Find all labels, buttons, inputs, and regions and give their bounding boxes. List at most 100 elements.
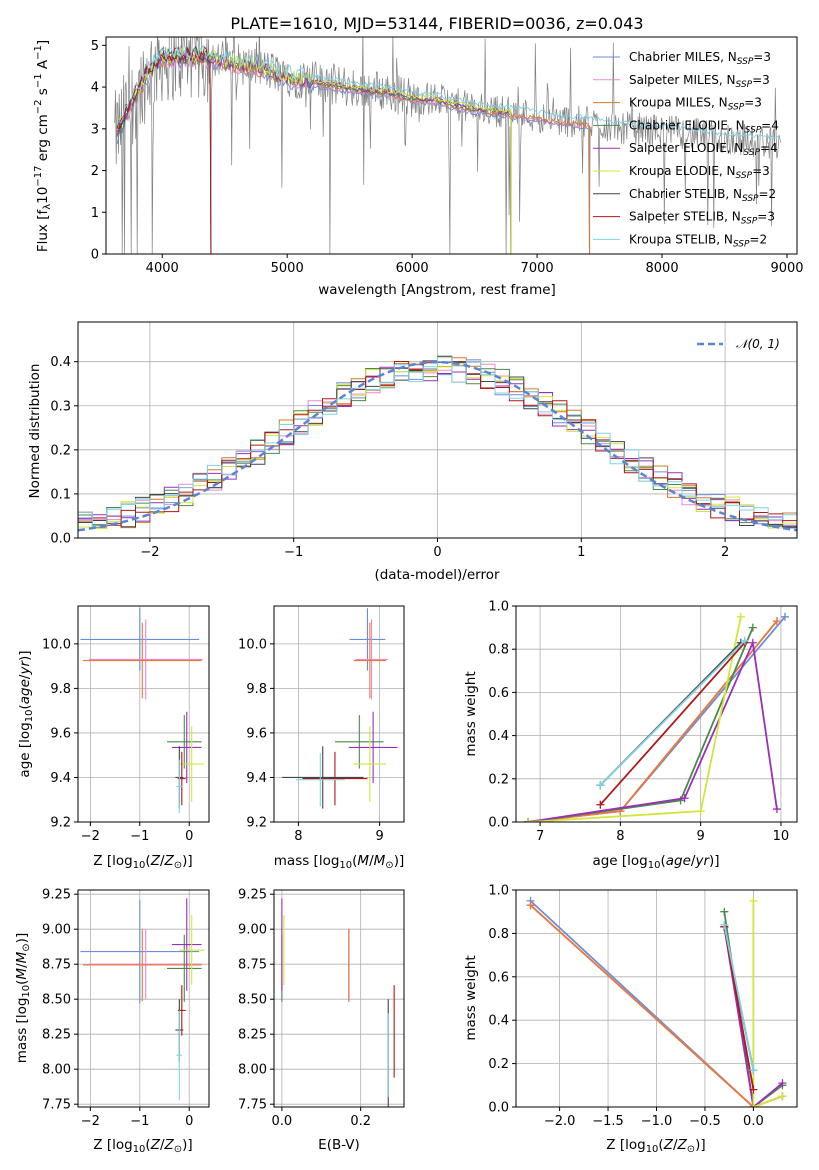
weight-z-ylabel: mass weight	[463, 955, 479, 1040]
age-mass-xlabel: mass [log10(M/M⊙)]	[274, 853, 404, 871]
y-tick-label: 9.6	[50, 726, 71, 741]
x-tick-label: 9	[375, 829, 383, 844]
x-tick-label: 10	[773, 829, 790, 844]
y-tick-label: 9.4	[246, 771, 267, 786]
mass-vs-ebv-axes: 0.0 0.2 7.75 8.00 8.25 8.50 8.75 9.00 9.25	[238, 888, 405, 1129]
legend-entry: Chabrier ELODIE, NSSP=4	[629, 118, 779, 135]
mass-z-ylabel: mass [log10(M/M⊙)]	[14, 933, 32, 1063]
legend-text: Salpeter MILES, N	[629, 73, 736, 87]
legend-text: Salpeter ELODIE, N	[629, 141, 743, 155]
y-tick-label: 4	[91, 81, 99, 96]
x-tick-label: 9000	[770, 261, 803, 276]
mass-weight-line	[723, 924, 755, 1071]
y-tick-label: 0.2	[50, 443, 71, 458]
y-tick-label: 8.50	[42, 993, 71, 1008]
mass-weight-vs-metallicity-axes: −2.0 −1.5 −1.0 −0.5 0.0 0.0 0.2 0.4 0.6 0.8 1.0	[488, 884, 798, 1129]
y-tick-label: 0.4	[50, 355, 71, 370]
mass-weight-line	[752, 900, 783, 1107]
y-tick-label: 0.3	[50, 399, 71, 414]
y-tick-label: 9.2	[50, 816, 71, 831]
legend-entry: Salpeter ELODIE, NSSP=4	[629, 141, 778, 158]
y-tick-label: 8.25	[42, 1028, 71, 1043]
y-tick-label: 10.0	[238, 637, 267, 652]
y-tick-label: 8.00	[42, 1063, 71, 1078]
legend-subscript: SSP	[737, 57, 754, 67]
mass-weight-marker	[720, 907, 729, 916]
axes-frame	[273, 605, 405, 823]
legend-value: =4	[760, 141, 778, 155]
plot-area	[80, 898, 205, 1100]
mass-weight-marker	[596, 800, 605, 809]
y-tick-label: 1.0	[488, 600, 509, 615]
plot-area	[80, 608, 205, 814]
legend-value: =3	[757, 210, 775, 224]
mass-weight-line	[599, 642, 746, 806]
legend-value: =3	[752, 164, 770, 178]
y-tick-label: 1	[91, 206, 99, 221]
mass-weight-line	[527, 620, 778, 822]
y-tick-label: 9.00	[42, 923, 71, 938]
x-tick-label: 0.0	[272, 1114, 293, 1129]
y-tick-label: 9.00	[238, 923, 267, 938]
y-tick-label: 8.50	[238, 993, 267, 1008]
y-tick-label: 0.8	[488, 927, 509, 942]
normal-legend-label: 𝒩(0, 1)	[736, 337, 780, 351]
mass-z-xlabel: Z [log10(Z/Z⊙)]	[93, 1137, 192, 1155]
axes-frame	[273, 889, 405, 1108]
plot-area	[526, 896, 787, 1107]
legend-text: Chabrier STELIB, N	[629, 187, 742, 201]
mass-weight-line	[723, 926, 755, 1090]
x-tick-label: −1.0	[641, 1114, 673, 1129]
y-tick-label: 0.4	[488, 1014, 509, 1029]
legend-entry: Kroupa STELIB, NSSP=2	[629, 232, 767, 249]
y-tick-label: 0.0	[488, 1101, 509, 1116]
mass-vs-metallicity-axes: −2 −1 0 7.75 8.00 8.25 8.50 8.75 9.00 9.25	[42, 888, 210, 1129]
legend-subscript: SSP	[736, 80, 753, 90]
plot-area	[524, 612, 789, 822]
y-tick-label: 0.4	[488, 729, 509, 744]
mass-weight-marker	[526, 901, 535, 910]
model-spectrum-line	[117, 45, 212, 254]
x-tick-label: 0.0	[743, 1114, 764, 1129]
mass-weight-line	[527, 616, 742, 822]
x-tick-label: −2.0	[544, 1114, 576, 1129]
mass-weight-marker	[740, 636, 749, 645]
mass-weight-marker	[524, 818, 533, 822]
histogram-xlabel: (data-model)/error	[374, 567, 500, 583]
figure-title: PLATE=1610, MJD=53144, FIBERID=0036, z=0…	[230, 14, 643, 33]
legend-subscript: SSP	[741, 217, 758, 227]
axes-frame	[105, 36, 798, 255]
age-z-xlabel: Z [log10(Z/Z⊙)]	[93, 853, 192, 871]
y-tick-label: 9.8	[50, 682, 71, 697]
legend-text: Chabrier ELODIE, N	[629, 118, 745, 132]
y-tick-label: 9.25	[238, 888, 267, 903]
legend-entry: Chabrier MILES, NSSP=3	[629, 50, 771, 67]
mass-weight-marker	[749, 1103, 758, 1107]
y-tick-label: 7.75	[238, 1098, 267, 1113]
normal-curve-line	[78, 360, 797, 532]
y-tick-label: 7.75	[42, 1098, 71, 1113]
y-tick-label: 0.6	[488, 970, 509, 985]
x-tick-label: 8000	[646, 261, 679, 276]
plot-area	[281, 898, 395, 1107]
y-tick-label: 8.25	[238, 1028, 267, 1043]
residual-histogram-axes: −2 −1 0 1 2 0.0 0.1 0.2 0.3 0.4	[50, 321, 798, 560]
legend-text: Kroupa STELIB, N	[629, 232, 733, 246]
y-tick-label: 2	[91, 164, 99, 179]
mass-weight-marker	[720, 920, 729, 929]
legend-entry: Salpeter MILES, NSSP=3	[629, 73, 770, 90]
x-tick-label: −1	[130, 829, 149, 844]
y-tick-label: 8.75	[238, 958, 267, 973]
weight-z-xlabel: Z [log10(Z/Z⊙)]	[606, 1137, 705, 1155]
mass-weight-marker	[748, 623, 757, 632]
mass-weight-marker	[772, 805, 781, 814]
legend-value: =4	[761, 118, 779, 132]
plot-area	[114, 37, 781, 254]
histogram-ylabel: Normed distribution	[27, 364, 43, 499]
y-tick-label: 8.75	[42, 958, 71, 973]
legend-value: =2	[749, 232, 767, 246]
y-tick-label: 0.0	[50, 532, 71, 547]
mass-ebv-xlabel: E(B-V)	[318, 1137, 360, 1153]
mass-weight-marker	[696, 807, 705, 816]
legend-value: =3	[744, 96, 762, 110]
